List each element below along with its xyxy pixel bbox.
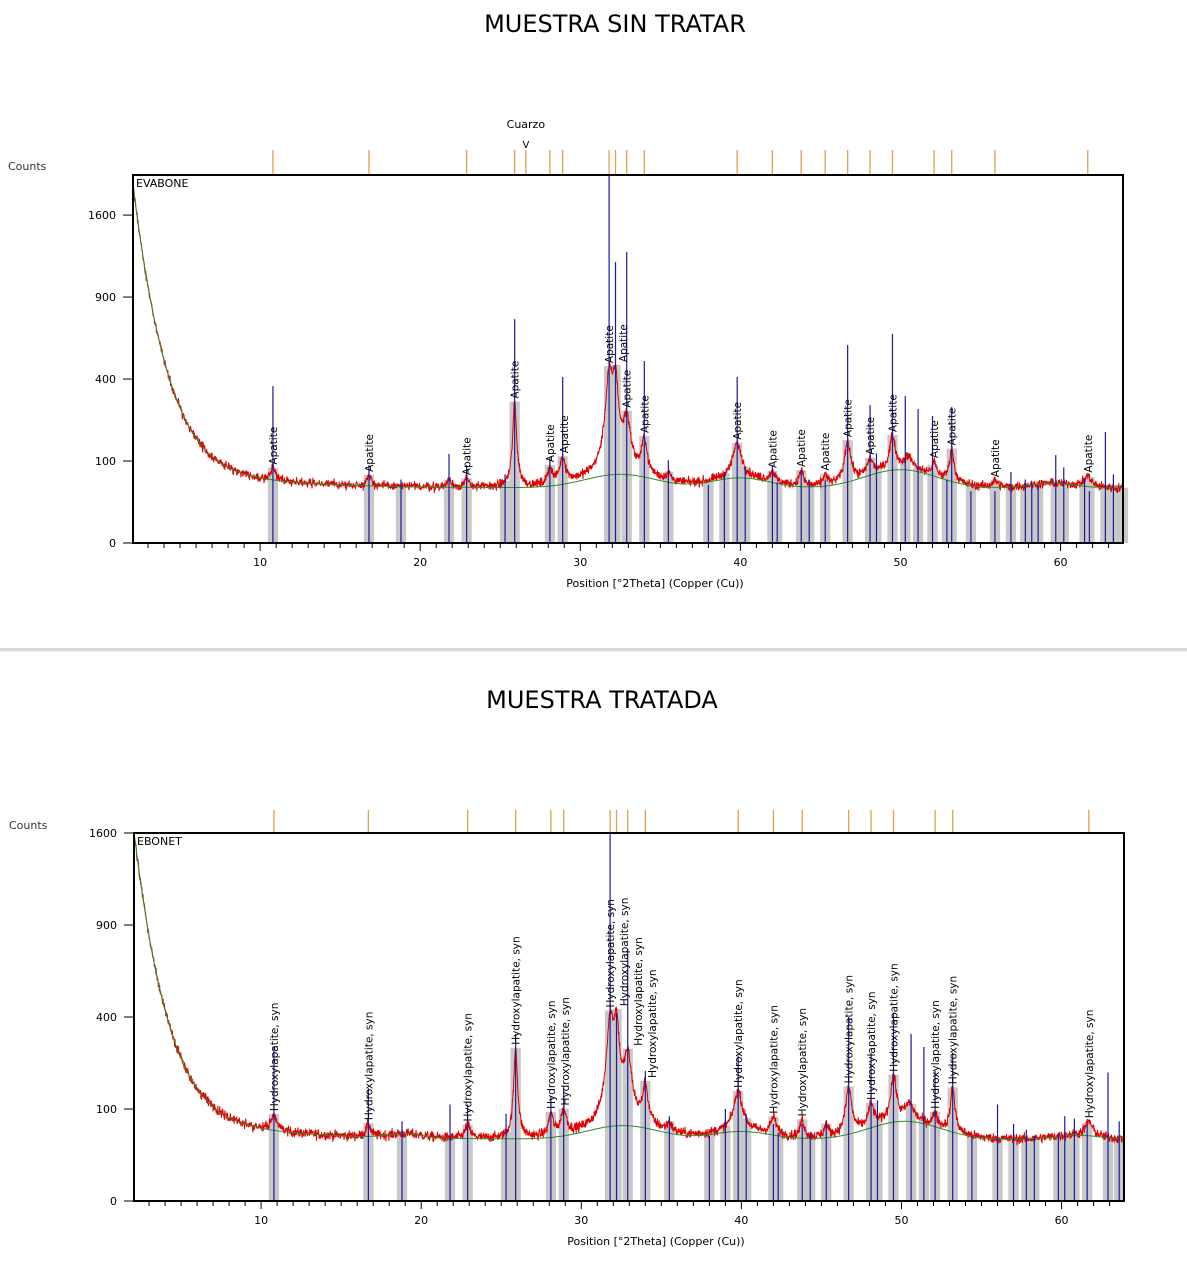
section-divider (0, 648, 1187, 652)
phase-label: Hydroxylapatite, syn (605, 899, 617, 1007)
quartz-marker-symbol: V (522, 140, 529, 151)
phase-label: Apatite (462, 437, 474, 475)
phase-label: Apatite (767, 430, 779, 468)
phase-label: Apatite (364, 434, 376, 472)
phase-label: Apatite (990, 439, 1002, 477)
background-line (132, 184, 1123, 489)
x-tick-label: 20 (413, 556, 427, 569)
x-axis-label: Position [°2Theta] (Copper (Cu)) (566, 577, 743, 590)
phase-label: Apatite (888, 394, 900, 432)
phase-label: Hydroxylapatite, syn (647, 969, 659, 1077)
phase-label: Apatite (604, 325, 616, 363)
phase-label: Hydroxylapatite, syn (363, 1012, 375, 1120)
y-tick-label: 400 (96, 1011, 117, 1024)
phase-label: Apatite (843, 399, 855, 437)
phase-label: Hydroxylapatite, syn (619, 898, 631, 1006)
y-tick-label: 900 (96, 919, 117, 932)
x-tick-label: 30 (573, 556, 587, 569)
x-tick-label: 40 (733, 556, 747, 569)
quartz-marker-label: Cuarzo (507, 118, 546, 131)
y-tick-label: 900 (95, 291, 116, 304)
x-tick-label: 60 (1055, 1214, 1069, 1227)
y-axis-label: Counts (9, 819, 48, 832)
phase-label: Hydroxylapatite, syn (546, 1000, 558, 1108)
phase-label: Apatite (865, 417, 877, 455)
sample-label: EBONET (137, 835, 182, 848)
phase-label: Apatite (820, 433, 832, 471)
phase-label: Hydroxylapatite, syn (1084, 1010, 1096, 1118)
x-tick-label: 40 (734, 1214, 748, 1227)
phase-label: Apatite (622, 370, 634, 408)
phase-label: Hydroxylapatite, syn (797, 1008, 809, 1116)
x-tick-label: 50 (894, 1214, 908, 1227)
chart-title-untreated: MUESTRA SIN TRATAR (484, 10, 746, 38)
x-axis-label: Position [°2Theta] (Copper (Cu)) (567, 1235, 744, 1248)
phase-label: Hydroxylapatite, syn (930, 1000, 942, 1108)
x-tick-label: 50 (893, 556, 907, 569)
phase-label: Hydroxylapatite, syn (269, 1003, 281, 1111)
chart-title-treated: MUESTRA TRATADA (486, 686, 718, 714)
phase-label: Hydroxylapatite, syn (948, 976, 960, 1084)
observed-pattern-line (133, 832, 1125, 1146)
y-tick-label: 1600 (88, 209, 116, 222)
phase-label: Hydroxylapatite, syn (633, 937, 645, 1045)
y-tick-label: 0 (110, 1195, 117, 1208)
phase-label: Hydroxylapatite, syn (511, 936, 523, 1044)
y-tick-label: 400 (95, 373, 116, 386)
phase-label: Hydroxylapatite, syn (866, 991, 878, 1099)
x-tick-label: 10 (254, 1214, 268, 1227)
phase-label: Apatite (732, 402, 744, 440)
sample-label: EVABONE (136, 177, 189, 190)
phase-label: Hydroxylapatite, syn (768, 1005, 780, 1113)
x-tick-label: 60 (1054, 556, 1068, 569)
phase-label: Hydroxylapatite, syn (889, 963, 901, 1071)
phase-label: Apatite (796, 429, 808, 467)
phase-label: Apatite (268, 427, 280, 465)
y-tick-label: 0 (109, 537, 116, 550)
phase-label: Hydroxylapatite, syn (844, 975, 856, 1083)
phase-label: Hydroxylapatite, syn (560, 997, 572, 1105)
phase-label: Hydroxylapatite, syn (463, 1013, 475, 1121)
y-tick-label: 100 (96, 1103, 117, 1116)
phase-label: Apatite (929, 420, 941, 458)
background-line (133, 832, 1124, 1140)
x-tick-label: 20 (414, 1214, 428, 1227)
phase-label: Hydroxylapatite, syn (733, 979, 745, 1087)
y-tick-label: 100 (95, 455, 116, 468)
phase-label: Apatite (545, 424, 557, 462)
phase-label: Apatite (559, 415, 571, 453)
x-tick-label: 10 (253, 556, 267, 569)
phase-label: Apatite (510, 361, 522, 399)
phase-label: Apatite (639, 395, 651, 433)
phase-label: Apatite (947, 408, 959, 446)
phase-label: Apatite (1083, 435, 1095, 473)
phase-label: Apatite (618, 324, 630, 362)
y-axis-label: Counts (8, 160, 47, 173)
x-tick-label: 30 (574, 1214, 588, 1227)
y-tick-label: 1600 (89, 827, 117, 840)
